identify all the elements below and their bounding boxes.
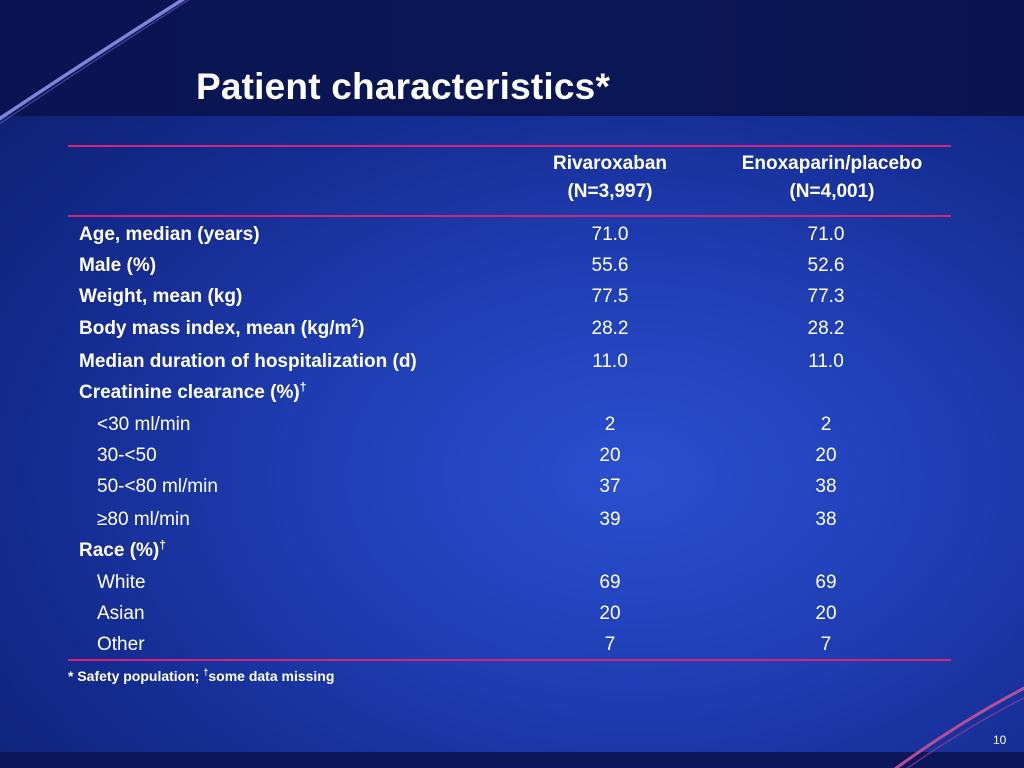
footnote: * Safety population; †some data missing	[68, 667, 335, 684]
enoxaparin-value: 11.0	[808, 351, 844, 372]
column-header-name: Enoxaparin/placebo	[741, 153, 923, 174]
row-label: Asian	[97, 603, 145, 624]
table-row: Median duration of hospitalization (d) 1…	[0, 351, 1024, 381]
column-header-rivaroxaban: Rivaroxaban (N=3,997)	[520, 150, 700, 206]
table-row: Race (%)†	[0, 538, 1024, 570]
table-row: Creatinine clearance (%)†	[0, 380, 1024, 412]
row-label-superscript: †	[299, 380, 307, 394]
enoxaparin-value: 28.2	[807, 318, 845, 339]
row-label: Weight, mean (kg)	[79, 286, 243, 307]
table-row: Weight, mean (kg) 77.5 77.3	[0, 286, 1024, 316]
column-header-enoxaparin: Enoxaparin/placebo (N=4,001)	[712, 150, 952, 206]
row-label: Other	[97, 634, 145, 655]
rivaroxaban-value: 28.2	[591, 318, 629, 339]
enoxaparin-value: 69	[815, 572, 837, 593]
table-header-rule	[68, 215, 951, 217]
rivaroxaban-value: 39	[599, 509, 621, 530]
column-header-n: (N=3,997)	[567, 181, 653, 202]
table-row: Age, median (years) 71.0 71.0	[0, 224, 1024, 254]
enoxaparin-value: 38	[815, 509, 837, 530]
table-row: Body mass index, mean (kg/m2) 28.2 28.2	[0, 316, 1024, 348]
rivaroxaban-value: 55.6	[591, 255, 629, 276]
rivaroxaban-value: 69	[599, 572, 621, 593]
table-row: Male (%) 55.6 52.6	[0, 255, 1024, 285]
enoxaparin-value: 20	[815, 445, 837, 466]
footnote-dagger: †	[203, 667, 209, 677]
row-label: 30-<50	[97, 445, 157, 466]
row-label: Race (%)†	[79, 538, 166, 562]
table-row: ≥80 ml/min 39 38	[0, 509, 1024, 539]
rivaroxaban-value: 20	[599, 445, 621, 466]
rivaroxaban-value: 20	[599, 603, 621, 624]
table-bottom-rule	[68, 659, 951, 661]
row-label: Age, median (years)	[79, 224, 260, 245]
row-label: <30 ml/min	[97, 414, 191, 435]
row-label: Body mass index, mean (kg/m2)	[79, 316, 365, 340]
row-label: ≥80 ml/min	[97, 509, 190, 530]
enoxaparin-value: 52.6	[807, 255, 845, 276]
row-label-text: Body mass index, mean (kg/m	[79, 318, 352, 339]
table-row: White 69 69	[0, 572, 1024, 602]
row-label-text: Creatinine clearance (%)	[79, 382, 300, 403]
row-label: Median duration of hospitalization (d)	[79, 351, 417, 372]
enoxaparin-value: 20	[815, 603, 837, 624]
slide-title: Patient characteristics*	[196, 66, 611, 107]
row-label: Male (%)	[79, 255, 157, 276]
rivaroxaban-value: 7	[604, 634, 616, 655]
enoxaparin-value: 38	[815, 476, 837, 497]
table-row: 50-<80 ml/min 37 38	[0, 476, 1024, 506]
rivaroxaban-value: 37	[599, 476, 621, 497]
enoxaparin-value: 77.3	[807, 286, 845, 307]
column-header-n: (N=4,001)	[789, 181, 875, 202]
rivaroxaban-value: 2	[604, 414, 616, 435]
rivaroxaban-value: 77.5	[591, 286, 629, 307]
row-label-superscript: †	[159, 538, 166, 552]
table-top-rule	[68, 145, 951, 147]
row-label: Creatinine clearance (%)†	[79, 380, 307, 404]
enoxaparin-value: 71.0	[807, 224, 845, 245]
enoxaparin-value: 2	[820, 414, 832, 435]
footnote-part1: * Safety population;	[68, 668, 204, 684]
table-row: <30 ml/min 2 2	[0, 414, 1024, 444]
table-row: 30-<50 20 20	[0, 445, 1024, 475]
row-label-suffix: )	[358, 318, 365, 339]
table-row: Asian 20 20	[0, 603, 1024, 633]
table-row: Other 7 7	[0, 634, 1024, 664]
bottom-band	[0, 752, 1024, 768]
rivaroxaban-value: 11.0	[592, 351, 628, 372]
row-label: 50-<80 ml/min	[97, 476, 218, 497]
row-label-superscript: 2	[351, 316, 359, 330]
row-label-text: Race (%)	[79, 540, 160, 561]
enoxaparin-value: 7	[820, 634, 832, 655]
footnote-part2: some data missing	[208, 668, 335, 684]
column-header-name: Rivaroxaban	[552, 153, 668, 174]
page-number: 10	[993, 733, 1007, 747]
rivaroxaban-value: 71.0	[591, 224, 629, 245]
row-label: White	[97, 572, 146, 593]
